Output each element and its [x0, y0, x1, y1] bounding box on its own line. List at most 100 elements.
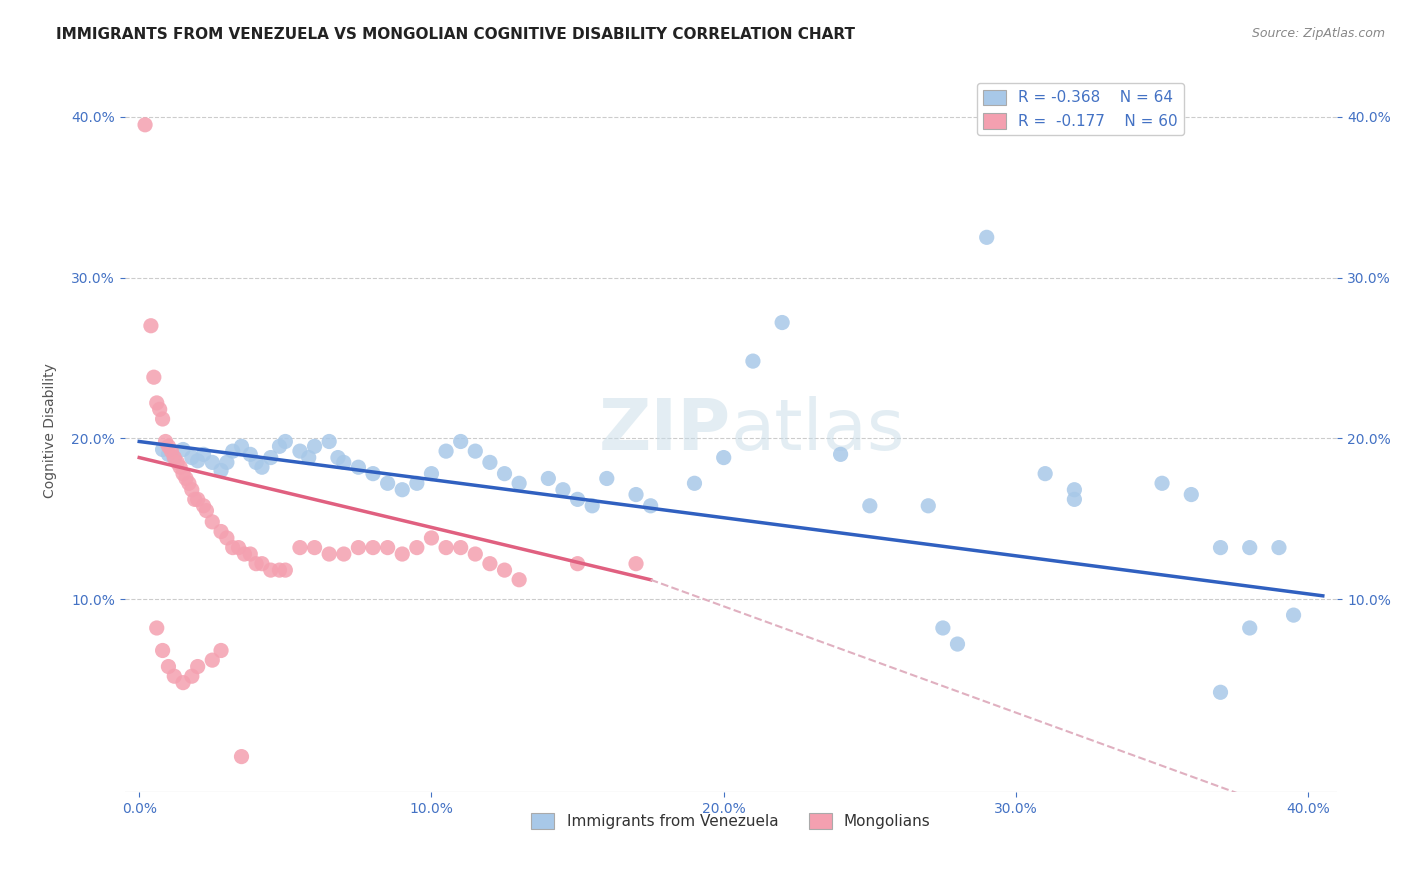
Point: [215, 531, 238, 545]
Point: [742, 354, 765, 368]
Point: [152, 412, 174, 426]
Point: [288, 444, 311, 458]
Text: IMMIGRANTS FROM VENEZUELA VS MONGOLIAN COGNITIVE DISABILITY CORRELATION CHART: IMMIGRANTS FROM VENEZUELA VS MONGOLIAN C…: [56, 27, 855, 42]
Point: [1239, 621, 1261, 635]
Point: [494, 563, 516, 577]
Point: [260, 563, 283, 577]
Point: [163, 450, 186, 465]
Point: [361, 541, 384, 555]
Point: [163, 450, 186, 465]
Point: [420, 531, 443, 545]
Point: [239, 447, 262, 461]
Point: [193, 447, 215, 461]
Point: [304, 439, 326, 453]
Y-axis label: Cognitive Disability: Cognitive Disability: [44, 363, 58, 498]
Point: [347, 460, 370, 475]
Point: [567, 492, 589, 507]
Point: [713, 450, 735, 465]
Point: [318, 547, 340, 561]
Point: [1209, 541, 1232, 555]
Point: [193, 499, 215, 513]
Point: [180, 669, 202, 683]
Point: [361, 467, 384, 481]
Point: [1033, 467, 1056, 481]
Point: [201, 653, 224, 667]
Point: [1150, 476, 1173, 491]
Point: [174, 471, 197, 485]
Point: [166, 455, 188, 469]
Point: [1239, 541, 1261, 555]
Point: [318, 434, 340, 449]
Point: [304, 541, 326, 555]
Point: [333, 455, 356, 469]
Point: [288, 541, 311, 555]
Point: [624, 557, 647, 571]
Point: [494, 467, 516, 481]
Point: [770, 316, 793, 330]
Point: [180, 483, 202, 497]
Point: [1268, 541, 1291, 555]
Point: [172, 675, 194, 690]
Point: [187, 659, 209, 673]
Point: [222, 541, 245, 555]
Point: [239, 547, 262, 561]
Point: [326, 450, 349, 465]
Point: [464, 444, 486, 458]
Point: [201, 455, 224, 469]
Point: [231, 439, 253, 453]
Point: [184, 492, 207, 507]
Point: [450, 541, 472, 555]
Point: [917, 499, 939, 513]
Point: [157, 447, 180, 461]
Point: [830, 447, 852, 461]
Text: atlas: atlas: [731, 396, 905, 465]
Point: [434, 444, 457, 458]
Point: [1063, 492, 1085, 507]
Point: [209, 643, 232, 657]
Point: [683, 476, 706, 491]
Point: [567, 557, 589, 571]
Point: [152, 643, 174, 657]
Point: [932, 621, 955, 635]
Point: [160, 444, 183, 458]
Point: [222, 444, 245, 458]
Point: [250, 557, 273, 571]
Point: [180, 450, 202, 465]
Point: [172, 467, 194, 481]
Point: [391, 483, 413, 497]
Point: [142, 370, 165, 384]
Point: [624, 487, 647, 501]
Point: [298, 450, 321, 465]
Point: [195, 503, 218, 517]
Point: [134, 118, 156, 132]
Point: [231, 749, 253, 764]
Point: [177, 476, 200, 491]
Point: [450, 434, 472, 449]
Point: [187, 454, 209, 468]
Point: [859, 499, 882, 513]
Point: [434, 541, 457, 555]
Point: [145, 396, 167, 410]
Point: [420, 467, 443, 481]
Point: [201, 515, 224, 529]
Point: [152, 442, 174, 457]
Point: [245, 455, 267, 469]
Point: [269, 563, 291, 577]
Point: [163, 669, 186, 683]
Point: [581, 499, 603, 513]
Point: [245, 557, 267, 571]
Point: [1063, 483, 1085, 497]
Point: [391, 547, 413, 561]
Point: [478, 557, 501, 571]
Point: [1282, 608, 1305, 623]
Point: [250, 460, 273, 475]
Point: [209, 524, 232, 539]
Point: [187, 492, 209, 507]
Point: [1209, 685, 1232, 699]
Point: [976, 230, 998, 244]
Point: [233, 547, 256, 561]
Point: [508, 476, 530, 491]
Point: [508, 573, 530, 587]
Point: [478, 455, 501, 469]
Point: [145, 621, 167, 635]
